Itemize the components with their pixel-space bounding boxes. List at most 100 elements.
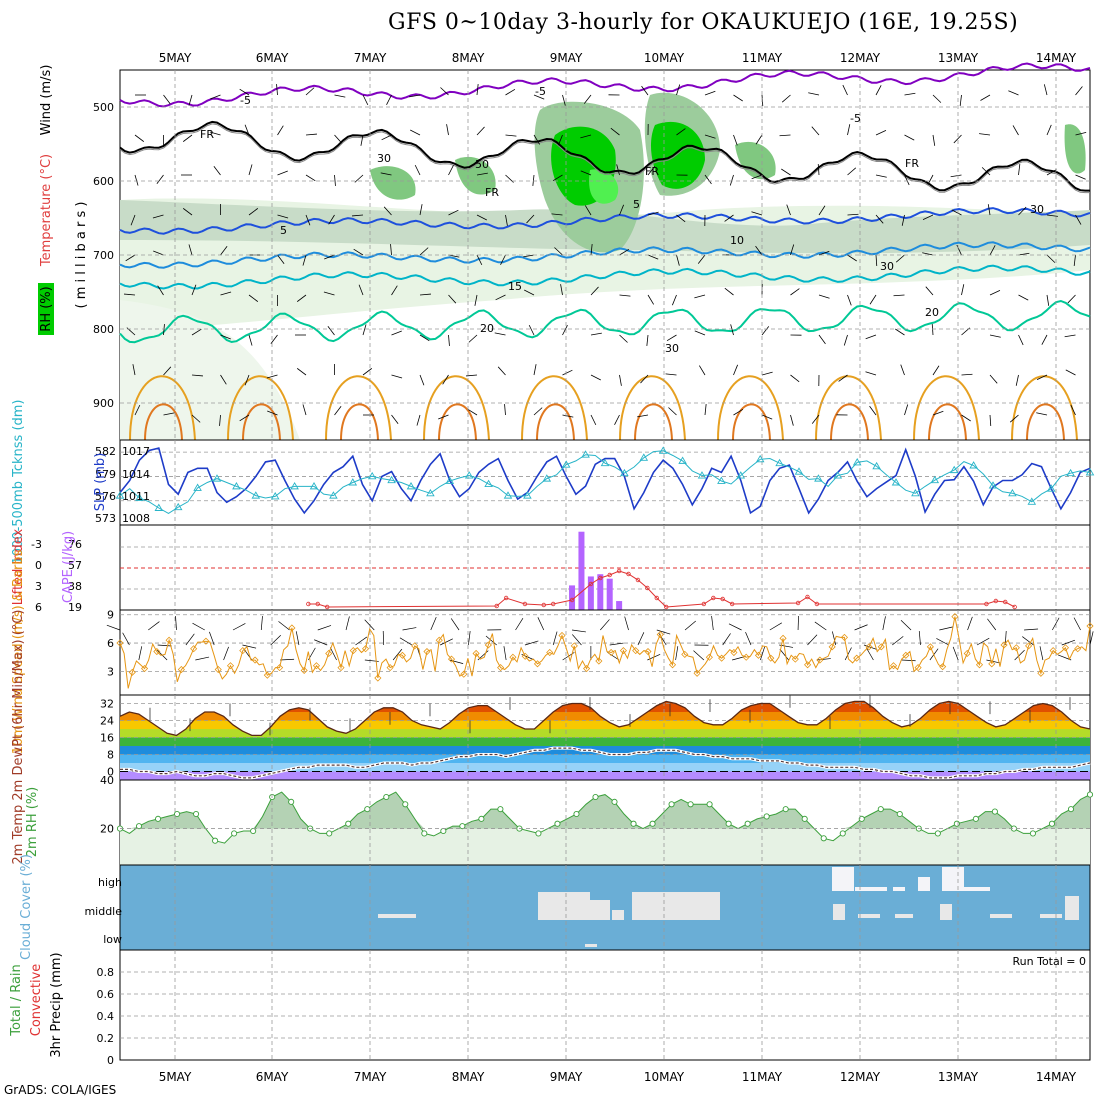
rh-point <box>573 810 580 818</box>
lifted-point <box>993 598 999 604</box>
wind-barb <box>751 211 763 216</box>
wind-speed-point <box>1086 622 1094 630</box>
slp-axis-title: SLP (mb) <box>93 453 108 512</box>
wind-barb-10m <box>936 638 949 646</box>
wind-speed-point <box>558 631 566 640</box>
wind-barb-10m <box>952 646 959 661</box>
thickness-point <box>426 488 435 497</box>
rh-point <box>706 801 713 808</box>
upper-air-contour-labels: -5 -5 -5 FR FR FR FR 5 5 10 15 20 20 30 30 30 50 30 <box>200 85 1044 355</box>
wind-barb <box>865 371 877 376</box>
slp-tick: 1014 <box>122 468 150 481</box>
rh-point <box>687 801 694 808</box>
temp-tick: 24 <box>100 715 114 728</box>
temp-band <box>120 720 1090 729</box>
thickness-point <box>620 468 629 477</box>
wind-speed-point <box>1037 669 1045 677</box>
wind-barb <box>619 248 630 256</box>
wind-speed-point <box>828 643 836 651</box>
wind-barb-10m <box>232 623 246 631</box>
wind-speed-point <box>607 648 615 657</box>
wind-barb <box>446 124 449 136</box>
wind-barb <box>1012 125 1019 136</box>
wind-speed-point <box>398 651 406 659</box>
lifted-point <box>984 601 989 607</box>
lifted-point <box>635 577 641 583</box>
wind-barb-10m <box>1039 646 1044 661</box>
wind-barb <box>616 164 620 176</box>
wind-barb <box>390 244 392 256</box>
wind-speed-point <box>128 668 136 676</box>
thickness-point <box>639 453 649 461</box>
wind-barb <box>391 374 403 379</box>
wind-barb-10m <box>364 619 375 631</box>
wind-barb <box>869 294 877 305</box>
wind-speed-point <box>386 664 394 672</box>
wind-barb <box>248 334 253 346</box>
wind-barb <box>646 334 649 346</box>
page-title: GFS 0~10day 3-hourly for OKAUKUEJO (16E,… <box>388 10 1019 35</box>
cloud-high <box>855 887 887 891</box>
cape-bar <box>569 585 576 610</box>
contour-label: 5 <box>633 198 640 211</box>
thickness-point <box>387 475 396 484</box>
wind-barb <box>590 244 593 256</box>
thickness-point <box>173 502 183 511</box>
wind-barb <box>790 288 800 296</box>
wind-barb <box>1073 254 1076 266</box>
rh-point <box>459 823 466 830</box>
day-label-top: 10MAY <box>644 51 685 65</box>
contour-25 <box>227 375 294 441</box>
credit-text: GrADS: COLA/IGES <box>4 1083 117 1097</box>
wind-barb <box>901 214 905 226</box>
wind-barb-10m <box>760 646 766 661</box>
cape-tick: 76 <box>68 538 82 551</box>
cape-bar <box>578 531 585 610</box>
wind-barb <box>619 204 624 216</box>
precip-axis-title: 3hr Precip (mm) <box>49 952 64 1057</box>
wind-barb-10m <box>600 619 610 631</box>
wind-barb <box>1018 252 1030 256</box>
cloud-axis-title: Cloud Cover (%) <box>19 854 34 960</box>
cape-bar <box>606 578 613 610</box>
contour-label: 30 <box>377 152 391 165</box>
wind-barb <box>1018 164 1021 176</box>
wind-barb <box>504 404 506 416</box>
wind-speed-line <box>119 616 1091 689</box>
wind-barb <box>191 374 203 377</box>
contour-label: 50 <box>475 158 489 171</box>
lifted-point <box>711 595 716 601</box>
wind-barb-10m <box>939 626 954 631</box>
wind-barb-10m <box>503 646 507 661</box>
precip-total-title: Total / Rain <box>9 964 24 1037</box>
wind-speed-point <box>325 649 333 658</box>
wind-barb-10m <box>684 620 696 631</box>
lifted-point <box>541 602 546 608</box>
temp-line <box>119 700 1091 737</box>
contour-30 <box>732 403 771 441</box>
wind-barb-10m <box>900 620 912 631</box>
contour-label: 30 <box>665 342 679 355</box>
contour-minus5 <box>119 62 1091 108</box>
precip-tick: 0.8 <box>97 966 115 979</box>
wind-barb-10m <box>656 629 671 635</box>
panel-wind10m <box>119 609 1091 696</box>
lifted-point <box>1012 604 1017 610</box>
wind-barb <box>751 174 763 180</box>
wind-barb <box>419 293 431 296</box>
slp-line <box>119 447 1091 515</box>
wind-barb <box>590 414 597 426</box>
wind-speed-point <box>988 660 996 668</box>
wind-barb <box>220 291 232 296</box>
wind-barb <box>989 374 998 384</box>
wind-barb <box>305 214 311 226</box>
rh-point <box>174 810 181 818</box>
wind-speed-point <box>226 662 235 670</box>
rh-point <box>345 820 352 827</box>
wind-speed-point <box>276 664 284 672</box>
wind-barb <box>1008 90 1019 96</box>
slp-tick: 1017 <box>122 445 150 458</box>
wind-speed-point <box>435 636 443 644</box>
wind-barb <box>694 294 706 299</box>
wind-barb <box>900 364 905 376</box>
